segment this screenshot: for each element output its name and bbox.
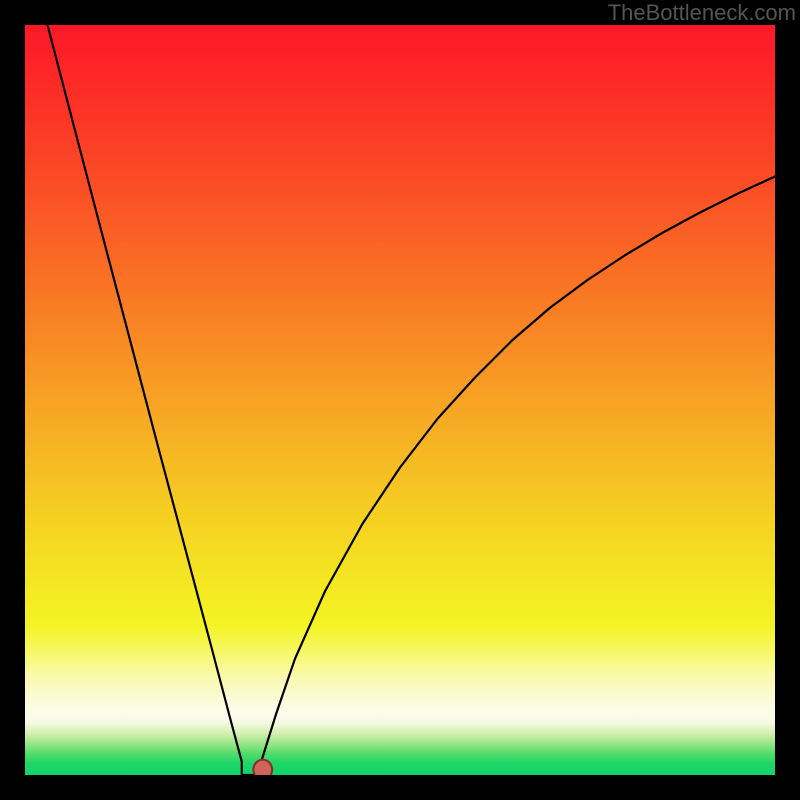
chart-background (25, 25, 775, 775)
optimum-marker (253, 760, 272, 775)
plot-area (25, 25, 775, 775)
chart-svg (25, 25, 775, 775)
watermark-text: TheBottleneck.com (608, 0, 800, 26)
